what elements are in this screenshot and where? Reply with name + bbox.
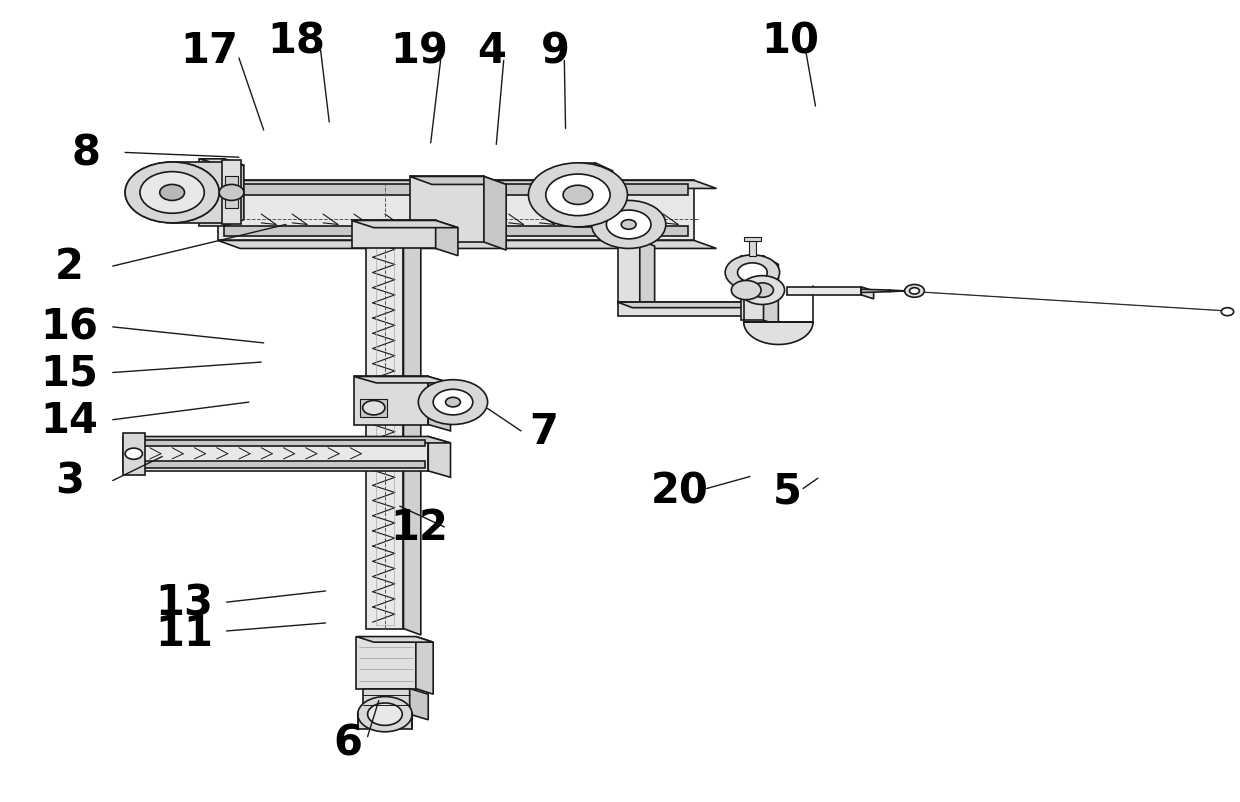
Polygon shape <box>428 377 450 431</box>
Circle shape <box>1221 308 1234 316</box>
Circle shape <box>909 288 919 294</box>
Polygon shape <box>200 160 224 227</box>
Polygon shape <box>595 164 613 228</box>
Circle shape <box>740 277 785 305</box>
Circle shape <box>732 282 761 300</box>
Circle shape <box>563 186 593 205</box>
Circle shape <box>621 221 636 230</box>
Circle shape <box>367 703 402 726</box>
Polygon shape <box>618 302 756 317</box>
Text: 10: 10 <box>761 20 820 63</box>
Polygon shape <box>200 160 244 166</box>
Text: 8: 8 <box>71 132 100 174</box>
Circle shape <box>357 697 412 732</box>
Text: 16: 16 <box>41 306 98 348</box>
Polygon shape <box>787 287 862 295</box>
Text: 14: 14 <box>41 399 98 441</box>
Polygon shape <box>129 440 424 447</box>
Polygon shape <box>764 257 779 325</box>
Circle shape <box>125 163 219 224</box>
Polygon shape <box>123 433 145 476</box>
Circle shape <box>528 164 627 228</box>
Polygon shape <box>218 241 717 249</box>
Circle shape <box>591 201 666 249</box>
Circle shape <box>140 172 205 214</box>
Circle shape <box>162 187 182 200</box>
Polygon shape <box>172 163 224 224</box>
Polygon shape <box>362 689 409 715</box>
Polygon shape <box>862 290 890 293</box>
Text: 9: 9 <box>541 30 570 72</box>
Text: 17: 17 <box>180 30 238 72</box>
Polygon shape <box>353 377 428 425</box>
Circle shape <box>546 175 610 217</box>
Bar <box>744 238 761 242</box>
Polygon shape <box>351 221 435 249</box>
Polygon shape <box>353 377 450 383</box>
Circle shape <box>219 185 244 201</box>
Circle shape <box>125 163 219 224</box>
Text: 15: 15 <box>41 352 98 394</box>
Polygon shape <box>640 241 655 310</box>
Polygon shape <box>409 177 484 243</box>
Polygon shape <box>890 290 904 292</box>
Text: 19: 19 <box>391 30 449 72</box>
Polygon shape <box>366 225 420 232</box>
Text: 6: 6 <box>334 722 362 764</box>
Polygon shape <box>224 227 688 237</box>
Polygon shape <box>356 637 415 689</box>
Polygon shape <box>484 177 506 251</box>
Polygon shape <box>356 637 433 642</box>
Text: 18: 18 <box>267 20 325 63</box>
Polygon shape <box>862 287 874 299</box>
Circle shape <box>140 172 205 214</box>
Text: 13: 13 <box>155 581 213 623</box>
Bar <box>749 241 756 257</box>
Polygon shape <box>218 181 717 189</box>
Polygon shape <box>129 462 424 468</box>
Polygon shape <box>409 177 506 185</box>
Text: 5: 5 <box>773 469 801 512</box>
Polygon shape <box>435 221 458 257</box>
Text: 2: 2 <box>55 245 84 288</box>
Bar <box>360 399 387 417</box>
Polygon shape <box>351 221 458 229</box>
Circle shape <box>725 256 780 290</box>
Text: 12: 12 <box>391 506 449 549</box>
Polygon shape <box>123 437 428 472</box>
Text: 11: 11 <box>155 612 213 654</box>
Polygon shape <box>742 257 779 265</box>
Circle shape <box>751 284 774 298</box>
Text: 20: 20 <box>651 469 708 512</box>
Polygon shape <box>123 437 450 444</box>
Circle shape <box>362 401 384 415</box>
Polygon shape <box>366 225 403 629</box>
Polygon shape <box>618 302 771 308</box>
Polygon shape <box>224 185 688 196</box>
Circle shape <box>125 448 143 460</box>
Circle shape <box>160 185 185 201</box>
Text: 3: 3 <box>55 460 84 502</box>
Polygon shape <box>409 689 428 720</box>
Polygon shape <box>403 225 420 635</box>
Polygon shape <box>218 181 694 241</box>
Polygon shape <box>744 322 813 345</box>
Circle shape <box>433 390 472 415</box>
Circle shape <box>418 380 487 425</box>
Polygon shape <box>742 257 764 321</box>
Polygon shape <box>618 241 640 305</box>
Circle shape <box>904 286 924 298</box>
Polygon shape <box>224 160 244 227</box>
Polygon shape <box>357 713 412 729</box>
Circle shape <box>738 264 768 283</box>
Polygon shape <box>428 437 450 478</box>
Text: 4: 4 <box>477 30 506 72</box>
Circle shape <box>606 211 651 240</box>
Circle shape <box>445 398 460 407</box>
Polygon shape <box>575 164 595 228</box>
Polygon shape <box>222 161 242 225</box>
Text: 7: 7 <box>528 411 558 452</box>
Polygon shape <box>415 637 433 695</box>
Polygon shape <box>226 177 238 209</box>
